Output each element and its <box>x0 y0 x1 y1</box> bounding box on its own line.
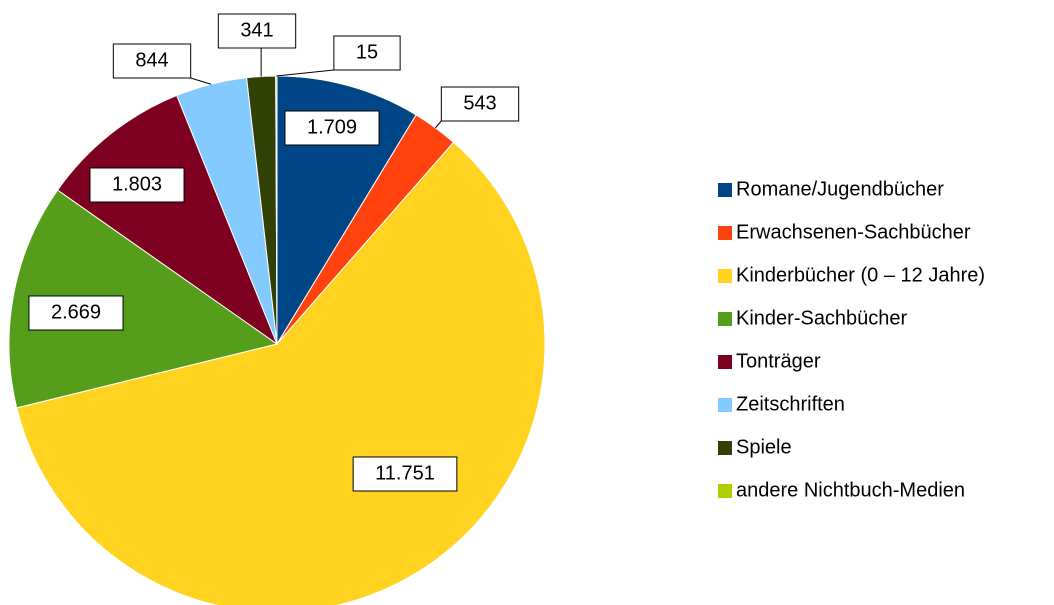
data-label-box <box>352 456 458 492</box>
data-label: 1.803 <box>112 173 162 195</box>
legend-label: andere Nichtbuch-Medien <box>736 479 965 501</box>
data-label: 11.751 <box>375 462 435 484</box>
leader-line <box>276 69 334 77</box>
data-label-box <box>112 43 192 79</box>
legend-swatch <box>718 269 732 283</box>
data-label: 1.709 <box>307 116 357 138</box>
legend-label: Erwachsenen-Sachbücher <box>736 221 971 243</box>
pie-slice <box>8 189 279 409</box>
data-label: 543 <box>463 92 496 114</box>
pie-slice <box>56 94 279 346</box>
data-label-box <box>89 167 185 203</box>
data-label-box <box>440 86 520 122</box>
data-label-box <box>217 13 297 49</box>
data-label: 2.669 <box>51 301 101 323</box>
legend-swatch <box>718 226 732 240</box>
leader-line <box>190 77 212 85</box>
legend-swatch <box>718 312 732 326</box>
data-label: 341 <box>240 19 273 41</box>
data-label-box <box>284 110 380 146</box>
legend-label: Spiele <box>736 436 792 458</box>
legend-label: Zeitschriften <box>736 393 845 415</box>
data-label-box <box>333 35 401 71</box>
legend-label: Kinder-Sachbücher <box>736 307 908 329</box>
data-label: 15 <box>356 41 378 63</box>
legend-swatch <box>718 183 732 197</box>
legend-swatch <box>718 484 732 498</box>
legend-swatch <box>718 398 732 412</box>
legend-label: Kinderbücher (0 – 12 Jahre) <box>736 264 985 286</box>
data-label-box <box>28 295 124 331</box>
legend-swatch <box>718 441 732 455</box>
legend-label: Tonträger <box>736 350 821 372</box>
legend-label: Romane/Jugendbücher <box>736 178 944 200</box>
leader-line <box>435 120 442 129</box>
data-label: 844 <box>135 49 168 71</box>
legend-swatch <box>718 355 732 369</box>
